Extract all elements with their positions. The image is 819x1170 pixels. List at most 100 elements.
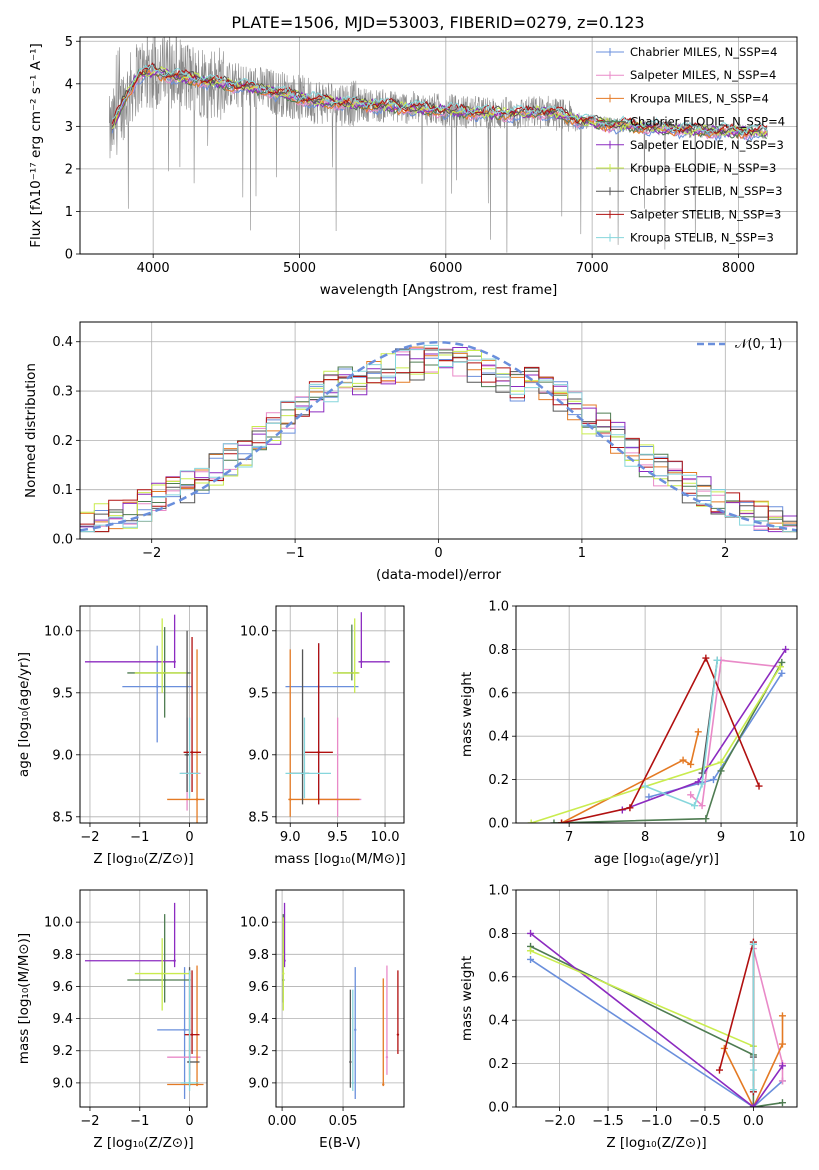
marker-chabrier-elodie [778, 1099, 786, 1107]
point-kroupa-elodie [160, 671, 164, 675]
marker-kroupa-elodie [717, 758, 725, 766]
plot-area [84, 614, 205, 823]
marker-salpeter-elodie [527, 929, 535, 937]
series-chabrier-miles [530, 958, 784, 1107]
legend-entry: Kroupa STELIB, N_SSP=3 [630, 231, 774, 245]
gridlines [276, 606, 404, 823]
spectrum-legend: Chabrier MILES, N_SSP=4 Salpeter MILES, N… [596, 45, 785, 245]
panel-age-vs-Z: −2 −1 0 8.5 9.0 9.5 10.0 Z [log₁₀(Z/Z⊙)] age [lo… [16, 605, 208, 867]
x-tick-label: −2 [142, 546, 161, 561]
series-salpeter-miles [752, 948, 784, 1081]
legend-entry: Chabrier ELODIE, N_SSP=4 [630, 115, 785, 129]
point-kroupa-stelib [188, 772, 191, 775]
y-tick-label: 9.8 [52, 948, 73, 963]
marker-kroupa-stelib [698, 780, 706, 788]
point-kroupa-miles [195, 1083, 199, 1086]
marker-salpeter-stelib [558, 819, 566, 823]
marker-salpeter-elodie [749, 1103, 757, 1107]
axes-frame [275, 605, 405, 824]
axes-frame [515, 889, 798, 1108]
figure-title: PLATE=1506, MJD=53003, FIBERID=0279, z=0… [231, 13, 644, 32]
y-tick-label: 0.2 [488, 1057, 509, 1072]
marker-kroupa-stelib [690, 802, 698, 810]
y-tick-label: 0.2 [488, 773, 509, 788]
gridlines [516, 889, 797, 1108]
x-tick-label: 0 [185, 1114, 193, 1129]
point-salpeter-stelib [190, 1033, 194, 1036]
y-tick-label: 5 [65, 35, 73, 50]
x-tick-label: 2 [721, 546, 729, 561]
point-chabrier-miles [155, 685, 159, 688]
y-tick-label: 0.0 [488, 1101, 509, 1116]
marker-kroupa-stelib [713, 656, 721, 664]
y-tick-label: 10.0 [44, 624, 73, 639]
legend-entry: 𝒩(0, 1) [735, 337, 782, 352]
x-axis-label: mass [log₁₀(M/M⊙)] [274, 851, 405, 867]
x-tick-label: 7000 [576, 261, 609, 276]
x-tick-label: 0.05 [329, 1114, 358, 1129]
y-tick-label: 1 [65, 205, 73, 220]
marker-salpeter-elodie [782, 645, 790, 653]
point-chabrier-elodie [163, 978, 166, 982]
model-spectrum-salpeter-elodie [111, 68, 768, 138]
y-tick-label: 0.1 [52, 483, 73, 498]
marker-salpeter-stelib [626, 804, 634, 812]
marker-salpeter-miles [687, 791, 695, 799]
point-kroupa-miles [289, 798, 292, 801]
y-tick-label: 10.0 [240, 624, 269, 639]
y-tick-label: 8.5 [52, 810, 73, 825]
x-axis-label: Z [log₁₀(Z/Z⊙)] [93, 851, 193, 867]
marker-chabrier-stelib [698, 769, 706, 777]
axes-frame [79, 889, 208, 1108]
marker-kroupa-miles [778, 1040, 786, 1048]
x-tick-label: −2 [80, 1114, 99, 1129]
y-axis-label: mass weight [459, 672, 475, 757]
series-kroupa-miles [723, 1015, 784, 1107]
panel-spectrum: 4000 5000 6000 7000 8000 0 1 2 3 4 5 wavelength [An… [28, 35, 798, 298]
gridlines [80, 890, 207, 1107]
marker-salpeter-miles [778, 1077, 786, 1085]
x-tick-label: 7 [565, 830, 573, 845]
plot-area [109, 37, 768, 253]
model-spectrum-kroupa-stelib [111, 64, 768, 135]
point-chabrier-miles [354, 1028, 357, 1032]
legend-entry: Salpeter MILES, N_SSP=4 [630, 68, 776, 82]
y-tick-label: 9.0 [52, 748, 73, 763]
marker-chabrier-elodie [702, 815, 710, 823]
y-tick-label: 0.4 [488, 1014, 509, 1029]
point-kroupa-stelib [303, 772, 306, 775]
point-salpeter-stelib [396, 1033, 400, 1036]
x-tick-label: 4000 [137, 261, 170, 276]
gridlines [276, 890, 404, 1107]
x-tick-label: −1 [286, 546, 305, 561]
series-chabrier-elodie [553, 662, 783, 823]
model-spectrum-kroupa-elodie [111, 65, 768, 137]
y-tick-label: 9.2 [52, 1044, 73, 1059]
x-tick-label: −2 [80, 830, 99, 845]
point-chabrier-stelib [185, 753, 189, 756]
point-kroupa-elodie [353, 671, 356, 675]
point-salpeter-stelib [190, 751, 194, 754]
marker-kroupa-elodie [527, 947, 535, 955]
x-tick-label: 0 [185, 830, 193, 845]
y-tick-label: 9.0 [248, 1076, 269, 1091]
plot-area [285, 612, 390, 817]
marker-chabrier-elodie [550, 819, 558, 823]
model-spectrum-salpeter-miles [111, 69, 768, 141]
y-axis-label: Flux [fλ10⁻¹⁷ erg cm⁻² s⁻¹ A⁻¹] [28, 43, 44, 248]
y-tick-label: 0.3 [52, 385, 73, 400]
marker-salpeter-elodie [694, 778, 702, 786]
y-axis-label: mass [log₁₀(M/M⊙)] [16, 933, 32, 1064]
panel-residuals: −2 −1 0 1 2 0.0 0.1 0.2 0.3 0.4 (data-model)/error… [23, 321, 798, 583]
x-axis-label: age [log₁₀(age/yr)] [594, 851, 719, 867]
point-salpeter-elodie [173, 959, 176, 962]
x-tick-label: 1 [578, 546, 586, 561]
legend-entry: Salpeter ELODIE, N_SSP=3 [630, 138, 784, 152]
x-tick-label: −1.0 [641, 1114, 673, 1129]
marker-kroupa-miles [694, 728, 702, 736]
x-tick-label: 10 [789, 830, 806, 845]
marker-salpeter-elodie [778, 1062, 786, 1070]
marker-salpeter-stelib [715, 1066, 723, 1074]
point-kroupa-stelib [351, 1081, 354, 1085]
